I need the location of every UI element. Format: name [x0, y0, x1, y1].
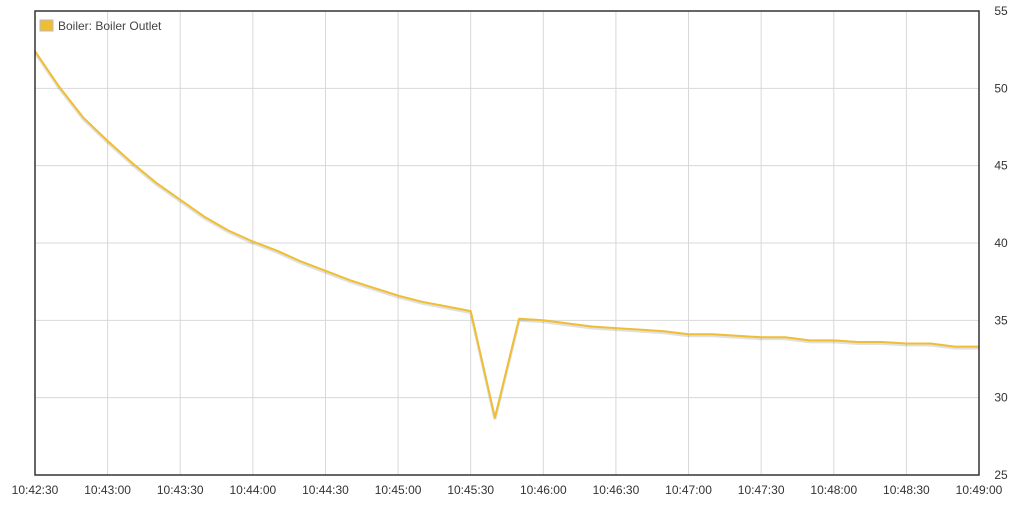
data-point — [833, 339, 835, 341]
data-point — [58, 86, 60, 88]
y-tick-label: 35 — [994, 313, 1008, 327]
data-point — [107, 140, 109, 142]
data-point — [688, 333, 690, 335]
y-axis: 25 30 35 40 45 50 55 — [994, 4, 1008, 482]
data-point — [591, 326, 593, 328]
x-tick-label: 10:43:30 — [157, 483, 204, 497]
x-tick-label: 10:45:30 — [447, 483, 494, 497]
data-point — [639, 329, 641, 331]
y-tick-label: 55 — [994, 4, 1008, 18]
x-tick-label: 10:45:00 — [375, 483, 422, 497]
grid — [34, 10, 980, 476]
data-point — [179, 199, 181, 201]
data-point — [276, 250, 278, 252]
legend-swatch — [39, 19, 54, 32]
x-tick-label: 10:46:30 — [593, 483, 640, 497]
data-point — [712, 333, 714, 335]
data-point — [518, 318, 520, 320]
data-point — [567, 322, 569, 324]
data-point — [809, 339, 811, 341]
legend[interactable]: Boiler: Boiler Outlet — [39, 19, 162, 33]
x-tick-label: 10:48:30 — [883, 483, 930, 497]
legend-label: Boiler: Boiler Outlet — [58, 19, 162, 33]
data-point — [324, 270, 326, 272]
data-point — [857, 341, 859, 343]
x-tick-label: 10:44:00 — [229, 483, 276, 497]
data-point — [155, 182, 157, 184]
data-point — [542, 319, 544, 321]
data-point — [881, 341, 883, 343]
data-point — [252, 240, 254, 242]
x-tick-label: 10:43:00 — [84, 483, 131, 497]
data-point — [82, 117, 84, 119]
data-point — [930, 343, 932, 345]
series-layer — [33, 50, 979, 420]
x-tick-label: 10:42:30 — [12, 483, 59, 497]
data-point — [397, 295, 399, 297]
data-point — [494, 417, 496, 419]
data-point — [663, 330, 665, 332]
x-tick-label: 10:46:00 — [520, 483, 567, 497]
data-point — [300, 261, 302, 263]
data-point — [421, 301, 423, 303]
data-point — [905, 343, 907, 345]
x-tick-label: 10:44:30 — [302, 483, 349, 497]
y-tick-label: 25 — [994, 468, 1008, 482]
data-point — [615, 327, 617, 329]
y-tick-label: 50 — [994, 81, 1008, 95]
x-axis: 10:42:30 10:43:00 10:43:30 10:44:00 10:44:30… — [12, 483, 1003, 497]
data-point — [228, 230, 230, 232]
data-point — [349, 279, 351, 281]
x-tick-label: 10:47:00 — [665, 483, 712, 497]
x-tick-label: 10:49:00 — [956, 483, 1003, 497]
data-point — [954, 346, 956, 348]
data-point — [470, 310, 472, 312]
data-point — [760, 336, 762, 338]
data-point — [445, 305, 447, 307]
y-tick-label: 45 — [994, 159, 1008, 173]
x-tick-label: 10:47:30 — [738, 483, 785, 497]
y-tick-label: 30 — [994, 391, 1008, 405]
data-point — [784, 336, 786, 338]
data-point — [203, 216, 205, 218]
data-point — [373, 287, 375, 289]
data-point — [736, 335, 738, 337]
plot-frame — [34, 10, 980, 476]
data-point — [131, 162, 133, 164]
y-tick-label: 40 — [994, 236, 1008, 250]
series-line — [34, 50, 979, 419]
x-tick-label: 10:48:00 — [810, 483, 857, 497]
